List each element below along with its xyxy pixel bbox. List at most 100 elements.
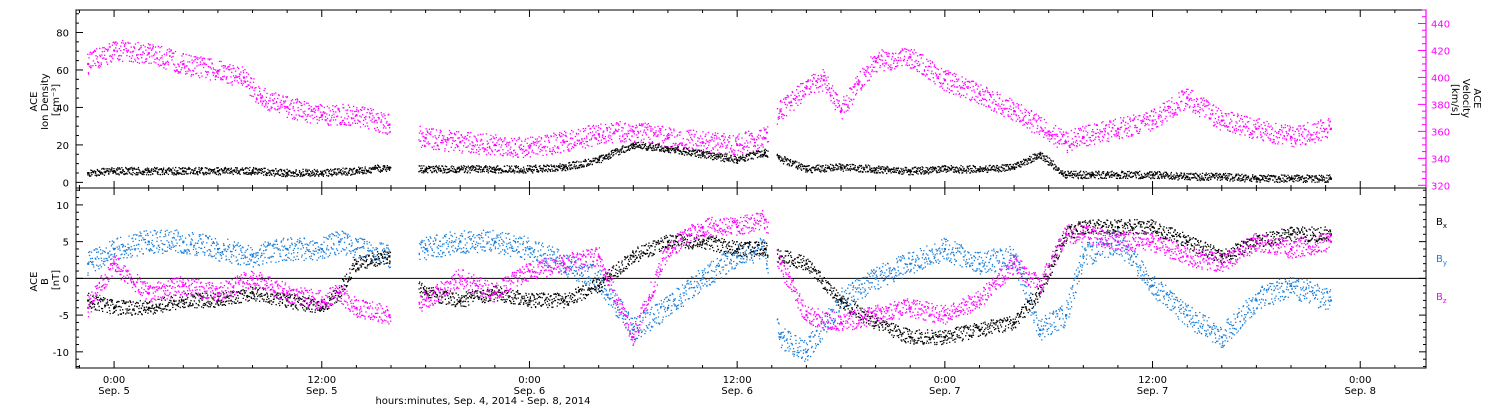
velocity-series-sample xyxy=(721,135,723,137)
velocity-series-sample xyxy=(139,47,141,49)
velocity-series-sample xyxy=(475,138,477,140)
density-series-sample xyxy=(638,144,641,146)
density-series-sample xyxy=(260,167,263,170)
velocity-series-sample xyxy=(101,51,103,53)
velocity-series-sample xyxy=(566,140,569,143)
velocity-series-sample xyxy=(623,133,626,135)
velocity-series-sample xyxy=(867,71,870,74)
density-series-sample xyxy=(652,149,654,152)
velocity-series-sample xyxy=(515,154,518,156)
density-series-sample xyxy=(424,169,426,171)
velocity-series-sample xyxy=(965,86,968,88)
velocity-series-sample xyxy=(330,116,333,119)
density-series-sample xyxy=(570,168,572,170)
velocity-series-point xyxy=(493,143,497,147)
velocity-series-sample xyxy=(722,145,724,148)
density-series-sample xyxy=(564,165,566,167)
velocity-series-sample xyxy=(965,78,967,80)
velocity-series-sample xyxy=(996,91,998,93)
velocity-series-sample xyxy=(1298,125,1300,127)
density-series-sample xyxy=(238,170,240,173)
density-series-sample xyxy=(619,153,621,155)
density-series-sample xyxy=(583,160,586,163)
velocity-series-sample xyxy=(860,89,863,91)
density-series-sample xyxy=(612,149,614,152)
velocity-series-sample xyxy=(149,47,151,49)
velocity-series-sample xyxy=(588,145,590,147)
velocity-series-sample xyxy=(643,129,646,131)
velocity-series-sample xyxy=(274,107,276,110)
velocity-series-sample xyxy=(461,150,464,152)
density-series-sample xyxy=(647,148,649,150)
velocity-series-sample xyxy=(95,55,97,57)
velocity-series-sample xyxy=(1175,113,1177,115)
velocity-series-sample xyxy=(890,67,892,69)
density-series-sample xyxy=(311,170,314,172)
velocity-series-sample xyxy=(979,94,982,97)
velocity-series-sample xyxy=(638,123,641,125)
velocity-series-sample xyxy=(885,51,888,54)
density-series-sample xyxy=(375,167,377,169)
velocity-series-sample xyxy=(164,63,166,65)
density-series-sample xyxy=(515,165,518,167)
velocity-series-sample xyxy=(810,91,813,93)
velocity-series-sample xyxy=(1056,146,1058,148)
velocity-series-sample xyxy=(1292,126,1294,129)
velocity-series-sample xyxy=(1171,113,1173,115)
velocity-series-sample xyxy=(1078,136,1080,138)
density-series-sample xyxy=(161,173,164,176)
density-series-sample xyxy=(636,142,638,144)
velocity-series-sample xyxy=(1290,139,1292,141)
density-series-sample xyxy=(490,170,492,172)
density-series-sample xyxy=(129,168,131,170)
velocity-series-sample xyxy=(182,53,184,55)
density-series-sample xyxy=(655,144,657,146)
velocity-series-sample xyxy=(329,120,331,122)
velocity-series-sample xyxy=(697,140,699,142)
density-series-sample xyxy=(468,167,470,169)
velocity-series-sample xyxy=(723,138,726,140)
density-series-sample xyxy=(453,168,455,170)
density-series-sample xyxy=(91,173,93,176)
density-series-sample xyxy=(590,160,593,163)
density-series-sample xyxy=(223,171,225,173)
velocity-series-sample xyxy=(194,67,196,69)
velocity-series-sample xyxy=(167,61,169,64)
velocity-series-sample xyxy=(753,139,755,141)
velocity-series-sample xyxy=(480,138,482,141)
velocity-series-sample xyxy=(868,79,870,82)
velocity-series-sample xyxy=(983,104,985,106)
velocity-series-sample xyxy=(830,100,832,102)
velocity-series-sample xyxy=(302,111,304,113)
density-series-sample xyxy=(481,170,484,173)
velocity-series-sample xyxy=(906,48,908,50)
velocity-series-sample xyxy=(149,56,151,58)
velocity-series-sample xyxy=(683,147,686,149)
velocity-series-sample xyxy=(650,142,652,144)
velocity-series-sample xyxy=(1126,132,1128,134)
velocity-series-sample xyxy=(1062,134,1064,137)
density-series-sample xyxy=(552,165,555,167)
velocity-series-sample xyxy=(1116,132,1118,134)
velocity-series-sample xyxy=(437,148,440,150)
density-series-sample xyxy=(621,151,623,154)
density-series-sample xyxy=(431,166,433,168)
velocity-series-sample xyxy=(314,116,316,119)
density-series-sample xyxy=(548,169,550,171)
density-series-sample xyxy=(473,169,475,172)
density-series-sample xyxy=(658,145,660,147)
velocity-series-sample xyxy=(732,153,734,155)
density-series-sample xyxy=(352,168,354,171)
density-series-sample xyxy=(388,169,391,171)
velocity-series-sample xyxy=(1275,132,1278,134)
velocity-series-sample xyxy=(689,134,691,136)
velocity-series-sample xyxy=(170,49,173,51)
density-series-sample xyxy=(494,169,496,172)
velocity-series-sample xyxy=(1092,128,1094,131)
x-tick-label-time: 0:00 xyxy=(1349,375,1371,386)
density-series-sample xyxy=(686,154,688,156)
velocity-series-sample xyxy=(917,64,919,67)
velocity-series-sample xyxy=(389,131,391,133)
velocity-series-sample xyxy=(368,116,371,119)
velocity-series-sample xyxy=(900,51,902,53)
